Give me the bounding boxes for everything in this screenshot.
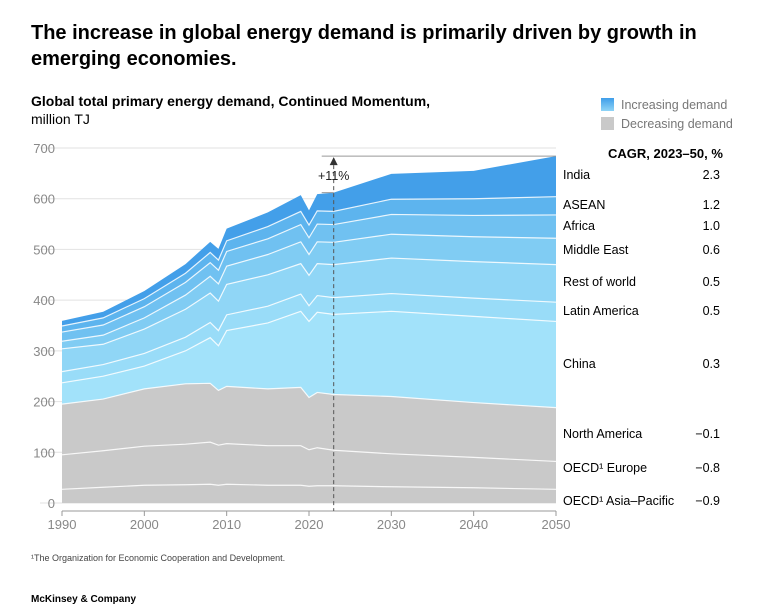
y-tick-label: 400 [33, 293, 55, 308]
legend: Increasing demand Decreasing demand [601, 95, 733, 133]
cagr-value: 2.3 [702, 168, 720, 183]
series-label: OECD¹ Europe [563, 461, 648, 476]
cagr-value: 0.5 [702, 275, 720, 290]
area-africa [62, 214, 556, 342]
legend-label: Decreasing demand [621, 116, 733, 131]
area-middle-east [62, 234, 556, 349]
series-label: ASEAN [563, 197, 606, 212]
arrow-up-icon [329, 157, 338, 166]
series-boundary-line [61, 196, 557, 327]
series-boundary-line [61, 292, 557, 373]
x-tick-label: 2000 [130, 517, 159, 532]
cagr-value: −0.1 [695, 426, 720, 441]
series-label: Rest of world [563, 275, 636, 290]
series-label: Africa [563, 218, 595, 233]
cagr-value: −0.9 [695, 494, 720, 509]
x-tick-label: 2010 [212, 517, 241, 532]
series-boundary-line [61, 233, 557, 342]
y-tick-label: 0 [48, 496, 55, 511]
cagr-value: 0.3 [702, 356, 720, 371]
series-boundary-line [61, 382, 557, 409]
chart-subtitle: Global total primary energy demand, Cont… [31, 93, 431, 109]
area-asean [62, 196, 556, 333]
series-label: Latin America [563, 303, 639, 318]
series-boundary-line [61, 213, 557, 333]
legend-item-decreasing: Decreasing demand [601, 114, 733, 133]
series-label: OECD¹ Asia–Pacific [563, 494, 675, 509]
y-tick-label: 200 [33, 395, 55, 410]
series-boundary-line [61, 483, 557, 490]
chart-title: The increase in global energy demand is … [31, 22, 697, 70]
x-tick-label: 2020 [295, 517, 324, 532]
series-label: Middle East [563, 243, 629, 258]
legend-swatch-decreasing [601, 117, 614, 130]
legend-swatch-increasing [601, 98, 614, 111]
legend-item-increasing: Increasing demand [601, 95, 733, 114]
x-tick-label: 1990 [48, 517, 77, 532]
x-tick-label: 2050 [542, 517, 571, 532]
series-boundary-line [61, 257, 557, 350]
area-oecd-asia-pacific [62, 484, 556, 503]
area-rest-of-world [62, 258, 556, 372]
footnote: ¹The Organization for Economic Cooperati… [31, 553, 286, 563]
y-tick-label: 600 [33, 192, 55, 207]
growth-annotation: +11% [318, 169, 349, 183]
series-label: India [563, 168, 591, 183]
cagr-value: 1.2 [702, 197, 720, 212]
x-tick-label: 2030 [377, 517, 406, 532]
unit-label: million TJ [31, 111, 90, 127]
y-tick-label: 700 [33, 141, 55, 156]
series-label: North America [563, 426, 643, 441]
cagr-header: CAGR, 2023–50, % [608, 146, 723, 161]
series-boundary-line [61, 441, 557, 463]
cagr-value: −0.8 [695, 461, 720, 476]
legend-label: Increasing demand [621, 97, 728, 112]
area-north-america [62, 383, 556, 462]
series-boundary-line [61, 310, 557, 384]
series-label: China [563, 356, 596, 371]
y-tick-label: 500 [33, 242, 55, 257]
y-tick-label: 100 [33, 445, 55, 460]
cagr-value: 0.6 [702, 243, 720, 258]
y-tick-label: 300 [33, 344, 55, 359]
x-tick-label: 2040 [459, 517, 488, 532]
area-oecd-europe [62, 442, 556, 490]
brand-logo-text: McKinsey & Company [31, 594, 137, 605]
cagr-value: 0.5 [702, 303, 720, 318]
cagr-value: 1.0 [702, 218, 720, 233]
